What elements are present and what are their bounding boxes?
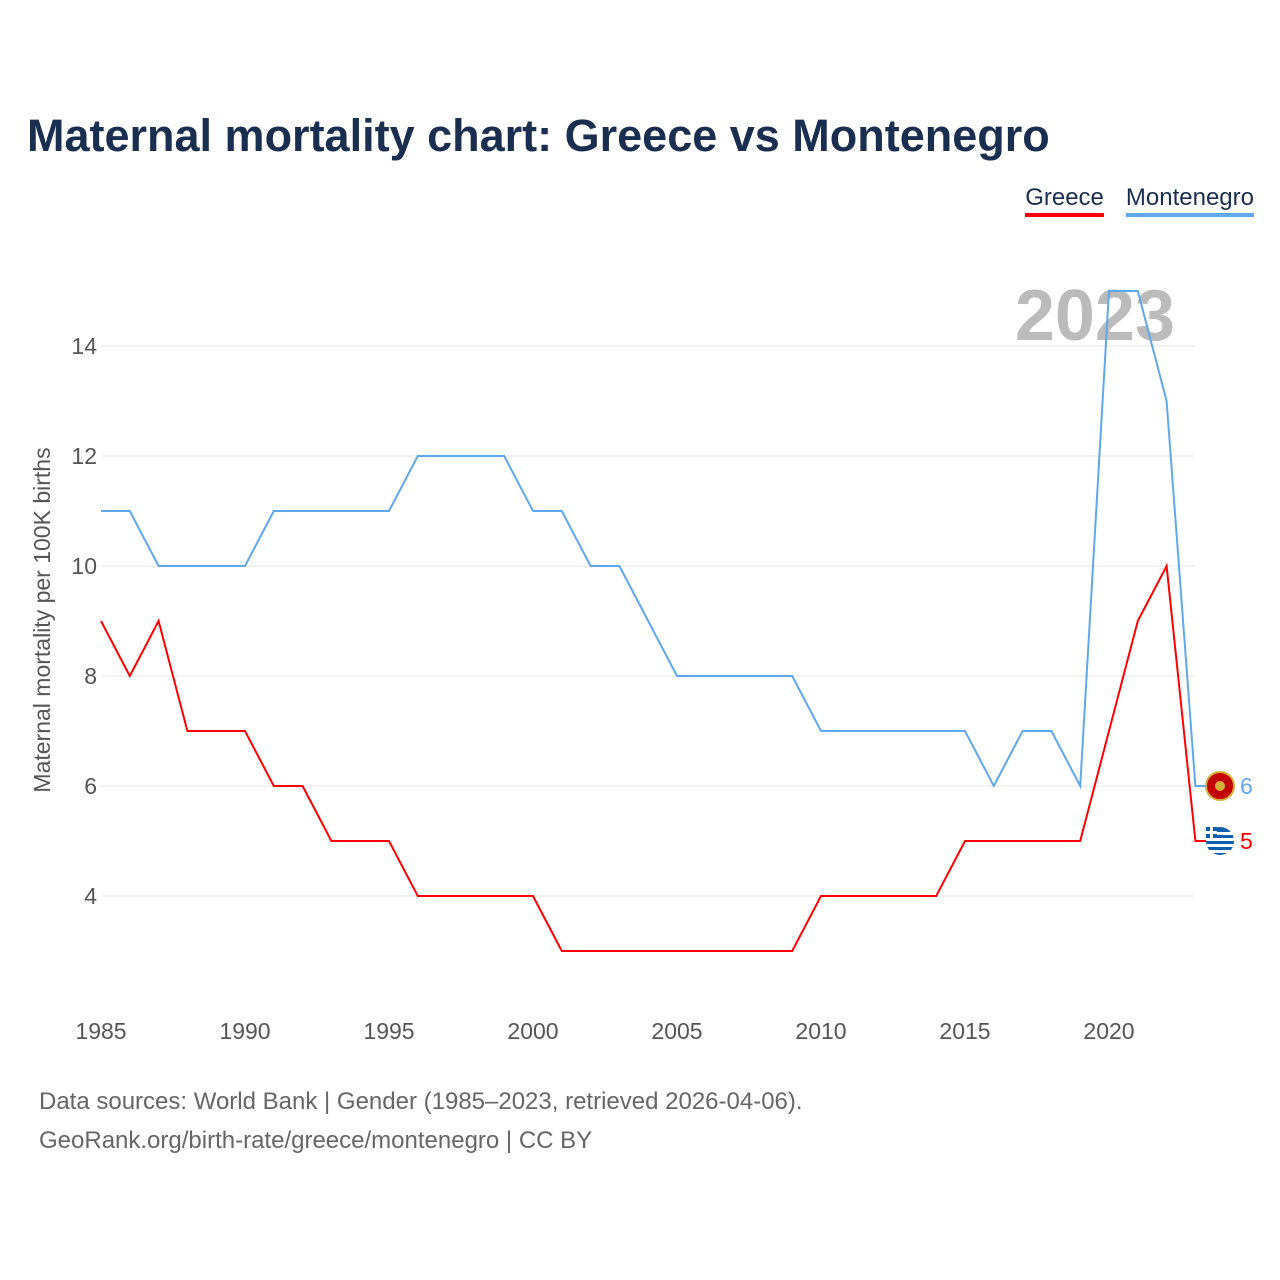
x-tick-label: 2020 (1083, 1018, 1134, 1044)
series-line-greece (100, 562, 1221, 952)
x-tick-label: 2015 (939, 1018, 990, 1044)
flag-stripe (1206, 838, 1234, 841)
flag-stripe (1206, 844, 1234, 847)
x-tick-label: 1985 (75, 1018, 126, 1044)
source-line-1: Data sources: World Bank | Gender (1985–… (39, 1088, 803, 1115)
year-watermark: 2023 (1015, 276, 1175, 356)
y-tick-label: 14 (71, 333, 97, 359)
series-line-montenegro (101, 290, 1221, 790)
legend: Greece Montenegro (1025, 184, 1254, 217)
source-line-2[interactable]: GeoRank.org/birth-rate/greece/montenegro… (39, 1127, 593, 1154)
flag-stripe (1206, 832, 1234, 835)
flag-stripe (1206, 850, 1234, 853)
y-tick-label: 10 (71, 553, 97, 579)
flag-emblem (1215, 781, 1225, 791)
y-tick-label: 6 (84, 773, 97, 799)
end-label-greece: 5 (1240, 828, 1253, 854)
x-tick-label: 1990 (219, 1018, 270, 1044)
chart-title: Maternal mortality chart: Greece vs Mont… (27, 110, 1050, 161)
legend-montenegro[interactable]: Montenegro (1125, 184, 1254, 217)
y-tick-label: 4 (84, 883, 97, 909)
flag-cross (1206, 831, 1217, 834)
end-label-montenegro: 6 (1240, 773, 1253, 799)
y-tick-label: 8 (84, 663, 97, 689)
legend-greece[interactable]: Greece (1025, 184, 1104, 217)
y-tick-label: 12 (71, 443, 97, 469)
x-tick-label: 2000 (507, 1018, 558, 1044)
x-tick-label: 1995 (363, 1018, 414, 1044)
y-axis-label: Maternal mortality per 100K births (29, 447, 55, 792)
x-tick-label: 2005 (651, 1018, 702, 1044)
x-tick-label: 2010 (795, 1018, 846, 1044)
